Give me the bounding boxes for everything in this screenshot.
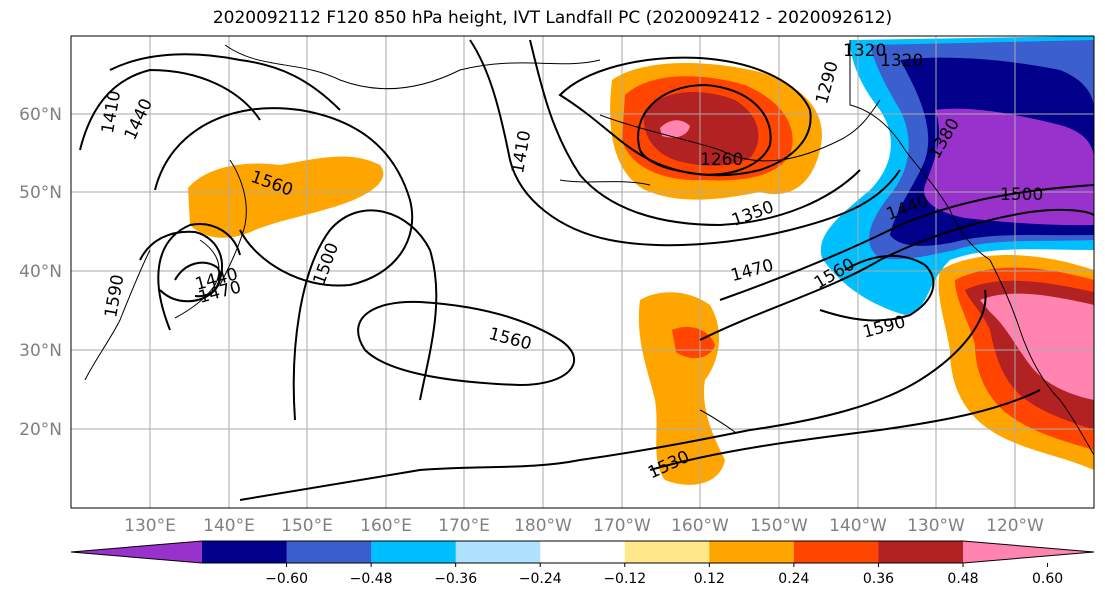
colorbar-tick-label: 0.60	[1032, 571, 1063, 587]
lon-label: 170°E	[438, 516, 490, 536]
contour-label: 1260	[700, 150, 743, 170]
ivt-positive-southwest	[938, 254, 1094, 470]
colorbar-tick-label: −0.48	[350, 571, 393, 587]
colorbar-tick-label: 0.24	[778, 571, 809, 587]
lon-label: 140°E	[203, 516, 255, 536]
lon-label: 160°W	[671, 516, 729, 536]
colorbar	[70, 540, 1095, 564]
lon-label: 180°W	[514, 516, 572, 536]
colorbar-segment	[540, 541, 626, 563]
lon-label: 150°E	[281, 516, 333, 536]
lat-label: 50°N	[19, 183, 62, 203]
colorbar-extend-high	[963, 541, 1094, 563]
colorbar-ticks: −0.60 −0.48 −0.36 −0.24 −0.12 0.12 0.24 0.36 0.4…	[265, 563, 1063, 587]
lat-label: 30°N	[19, 341, 62, 361]
colorbar-segment	[371, 541, 457, 563]
contour-label: 1320	[880, 51, 923, 71]
colorbar-segment	[202, 541, 288, 563]
ivt-negative-northwest	[820, 36, 1094, 315]
colorbar-extend-low	[71, 541, 202, 563]
colorbar-segment	[878, 541, 964, 563]
map-content: 1410 1440 1560 1410 1290 1320 1320 1260 …	[71, 36, 1094, 508]
colorbar-tick-label: 0.12	[694, 571, 725, 587]
colorbar-segment	[793, 541, 879, 563]
map-frame	[70, 35, 1095, 509]
map-title: 2020092112 F120 850 hPa height, IVT Land…	[212, 8, 893, 28]
colorbar-segment	[286, 541, 372, 563]
lat-label: 20°N	[19, 420, 62, 440]
colorbar-tick-label: −0.24	[519, 571, 562, 587]
lon-label: 160°E	[360, 516, 412, 536]
colorbar-tick-label: 0.48	[947, 571, 978, 587]
contour-label: 1500	[1000, 185, 1043, 205]
lon-label: 120°W	[986, 516, 1044, 536]
contour-label: 1320	[843, 41, 886, 61]
colorbar-segment	[455, 541, 541, 563]
lon-label: 150°W	[750, 516, 808, 536]
ivt-positive-japan	[188, 156, 384, 238]
colorbar-outline	[70, 540, 1095, 564]
colorbar-tick-label: −0.60	[265, 571, 308, 587]
colorbar-tick-label: −0.36	[434, 571, 477, 587]
colorbar-segment	[709, 541, 795, 563]
lon-label: 140°W	[829, 516, 887, 536]
colorbar-tick-label: 0.36	[863, 571, 894, 587]
colorbar-segment	[624, 541, 710, 563]
colorbar-tick-label: −0.12	[603, 571, 646, 587]
lat-label: 40°N	[19, 262, 62, 282]
lon-label: 130°E	[124, 516, 176, 536]
lat-label: 60°N	[19, 105, 62, 125]
lon-label: 170°W	[593, 516, 651, 536]
height-contours	[79, 39, 1094, 501]
lon-label: 130°W	[907, 516, 965, 536]
coastlines	[84, 40, 1094, 456]
